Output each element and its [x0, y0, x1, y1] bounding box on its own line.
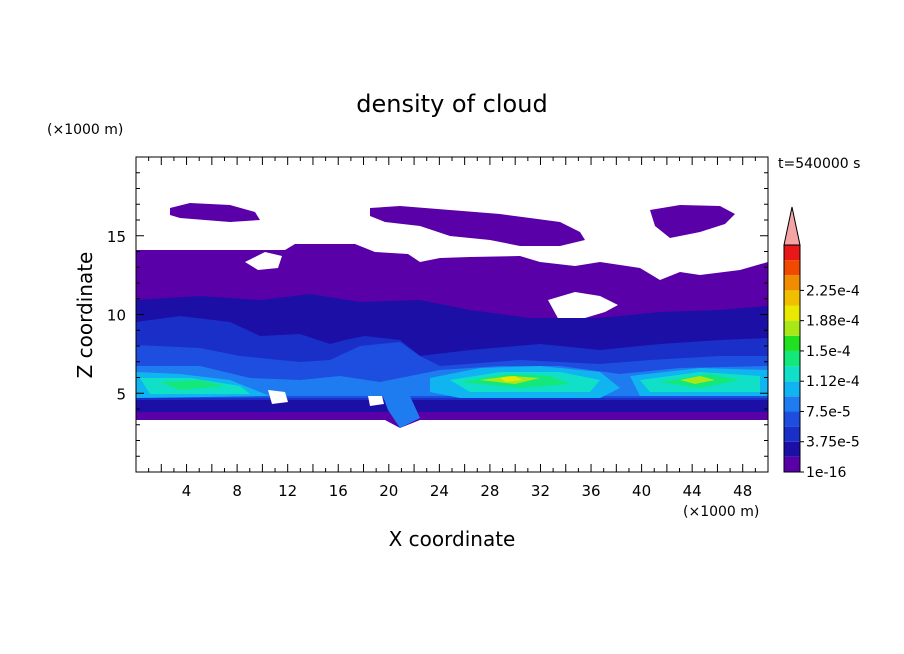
x-tick-label: 20: [379, 482, 398, 500]
x-tick-label: 16: [329, 482, 348, 500]
density-field: [136, 203, 768, 428]
x-axis-label: X coordinate: [389, 527, 516, 551]
gap-shape: [245, 252, 282, 270]
y-axis-label: Z coordinate: [73, 252, 97, 379]
x-tick-label: 12: [278, 482, 297, 500]
upper-patch-right: [650, 205, 735, 238]
colorbar-swatch: [784, 396, 800, 412]
upper-patch-center: [370, 206, 585, 246]
y-tick-label: 15: [107, 228, 126, 246]
x-tick-label: 4: [182, 482, 192, 500]
colorbar-swatch: [784, 305, 800, 321]
colorbar-swatch: [784, 381, 800, 397]
colorbar-swatch: [784, 411, 800, 427]
x-tick-label: 32: [531, 482, 550, 500]
colorbar-swatch: [784, 290, 800, 306]
colorbar-label: 1.12e-4: [806, 374, 860, 390]
band-shape: [680, 376, 715, 384]
band-shape: [500, 376, 522, 382]
upper-patch-left: [170, 203, 260, 222]
gap-shape: [368, 396, 384, 406]
gap-shape: [268, 390, 288, 404]
colorbar-swatch: [784, 350, 800, 367]
colorbar-swatch: [784, 426, 800, 442]
lower-fringe: [380, 384, 420, 428]
colorbar-swatch: [784, 335, 800, 351]
lower-fringe: [136, 400, 768, 412]
x-tick-label: 48: [733, 482, 752, 500]
colorbar-overflow-arrow: [783, 206, 801, 246]
colorbar-swatch: [784, 275, 800, 291]
y-tick-label: 10: [107, 307, 126, 325]
colorbar-label: 1e-16: [806, 465, 846, 481]
time-label: t=540000 s: [778, 156, 860, 172]
chart-title: density of cloud: [356, 90, 547, 118]
colorbar-swatch: [784, 245, 800, 261]
x-unit-label: (×1000 m): [683, 504, 759, 520]
colorbar-swatch: [784, 320, 800, 336]
x-axis: 4 8 12 16 20 24 28 32 36 40 44 48: [148, 157, 756, 500]
colorbar-swatch: [784, 260, 800, 276]
x-tick-label: 44: [683, 482, 702, 500]
x-tick-label: 40: [632, 482, 651, 500]
colorbar-swatch: [784, 456, 800, 472]
x-tick-label: 24: [430, 482, 449, 500]
y-axis: 5 10 15: [107, 172, 768, 457]
gap-shape: [548, 292, 618, 322]
colorbar-frame: [783, 244, 801, 473]
colorbar: 1e-16 3.75e-5 7.5e-5 1.12e-4 1.5e-4 1.88e-4 2.…: [783, 206, 860, 481]
y-tick-label: 5: [116, 385, 126, 403]
colorbar-swatch: [784, 441, 800, 457]
colorbar-label: 2.25e-4: [806, 283, 860, 299]
colorbar-label: 3.75e-5: [806, 435, 860, 451]
x-tick-label: 36: [581, 482, 600, 500]
colorbar-swatch: [784, 366, 800, 382]
x-tick-label: 28: [480, 482, 499, 500]
band-shape: [160, 380, 225, 390]
y-unit-label: (×1000 m): [47, 122, 123, 138]
colorbar-label: 7.5e-5: [806, 404, 851, 420]
colorbar-label: 1.88e-4: [806, 314, 860, 330]
colorbar-label: 1.5e-4: [806, 344, 851, 360]
x-tick-label: 8: [232, 482, 242, 500]
